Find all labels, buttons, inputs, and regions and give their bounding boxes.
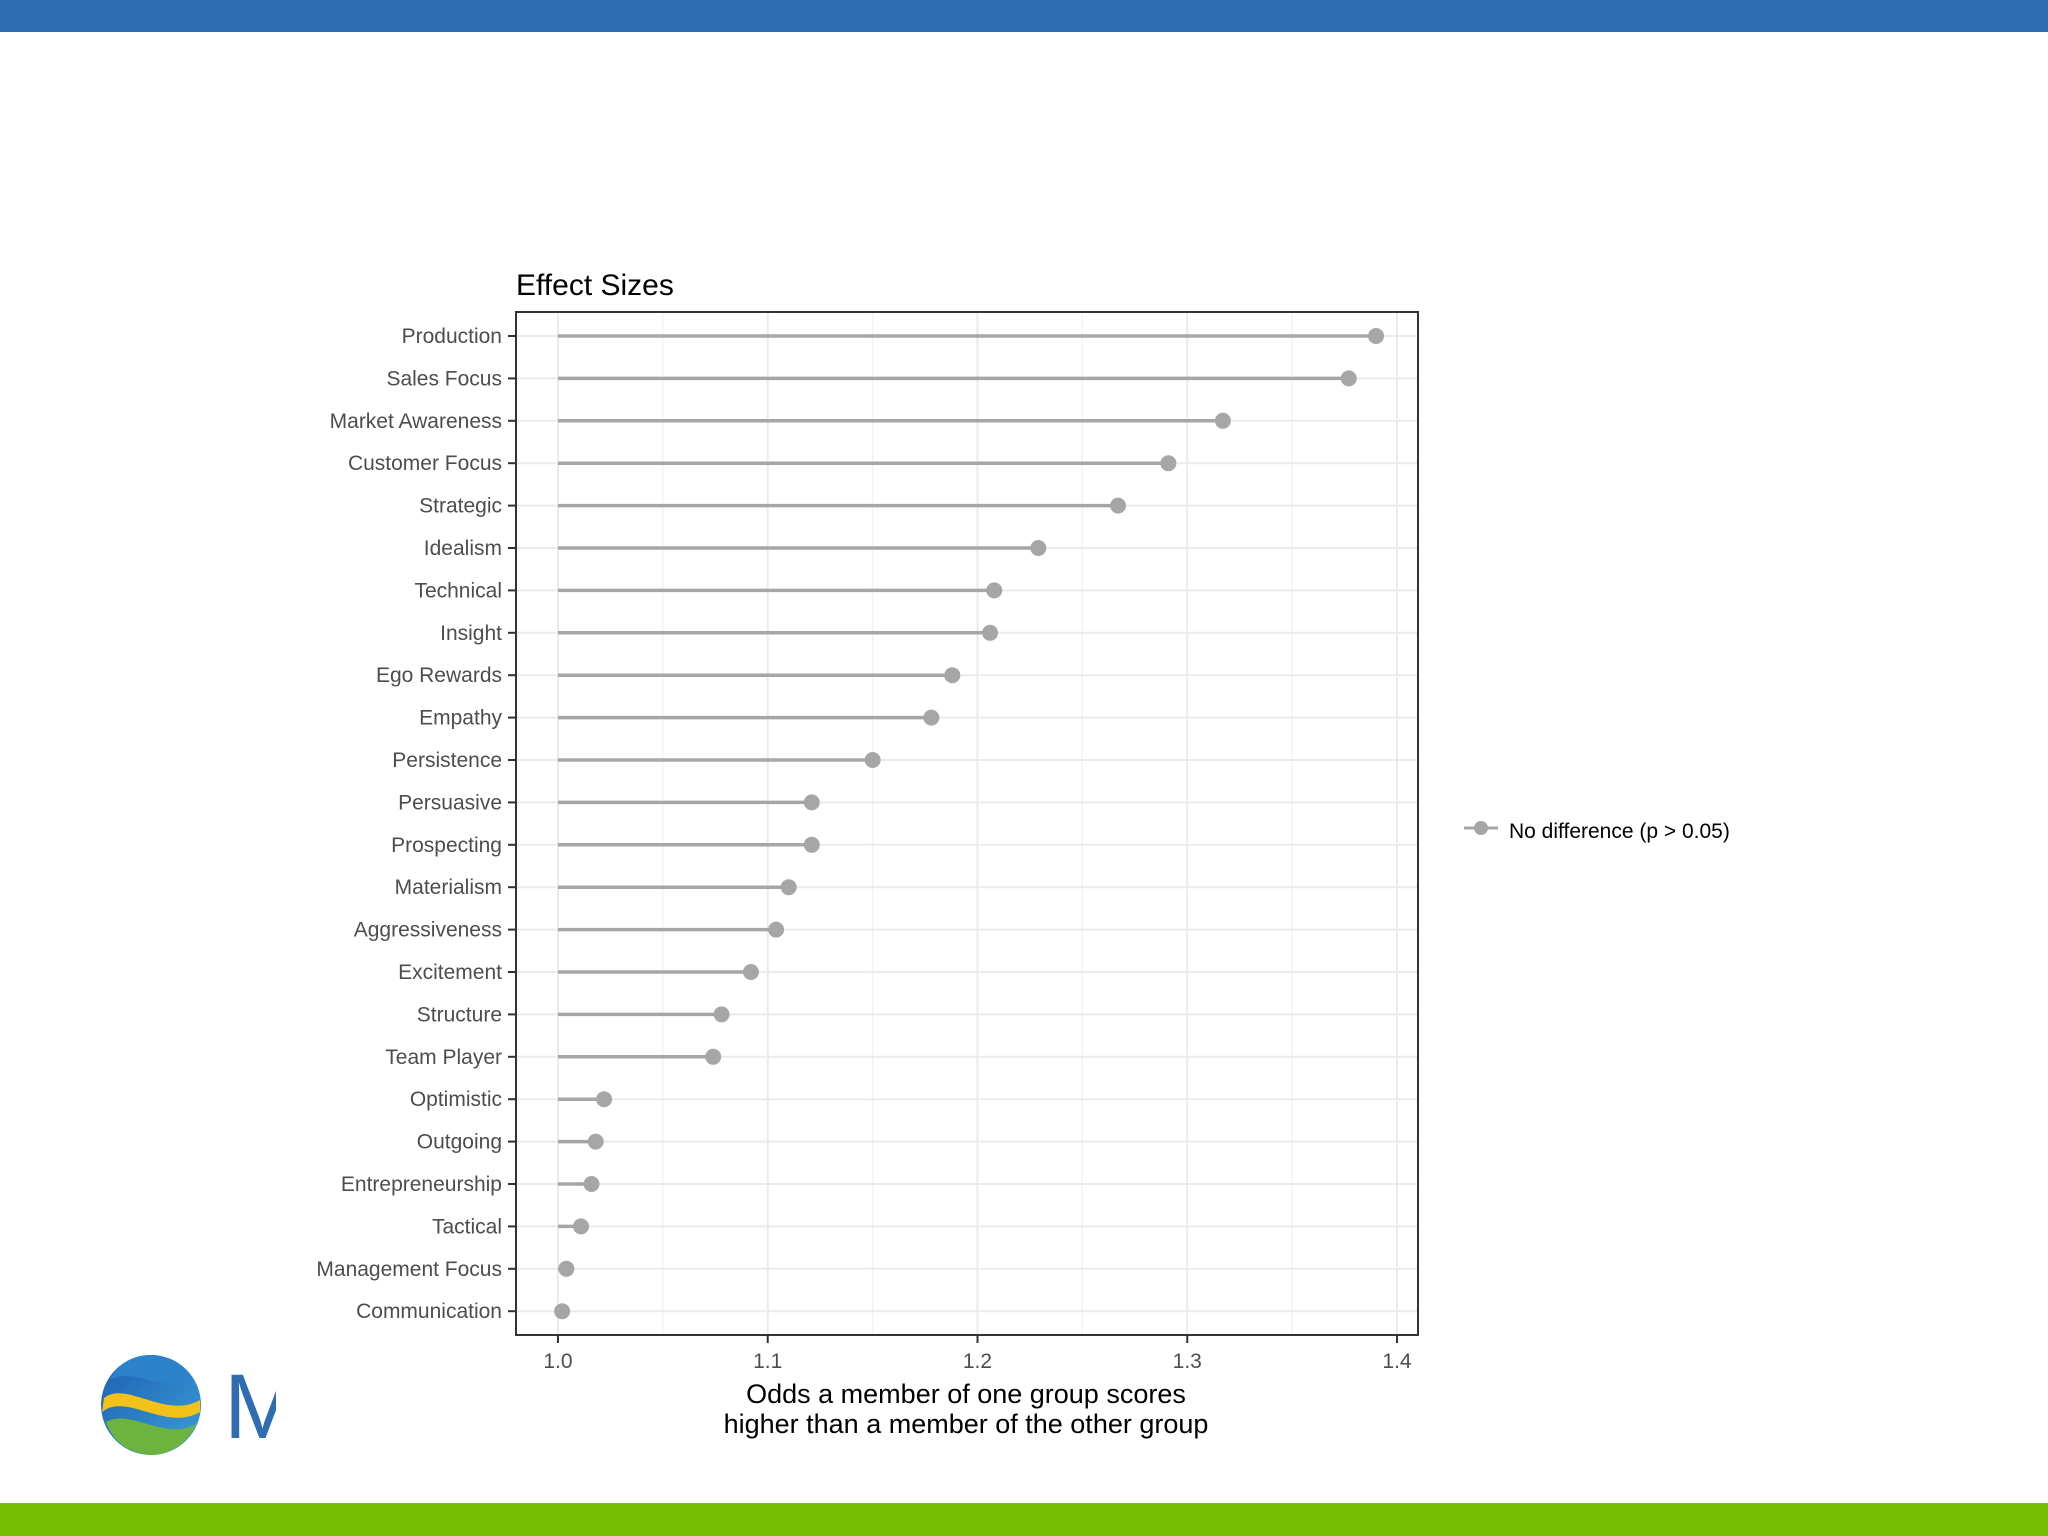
y-tick-label: Outgoing <box>417 1131 502 1154</box>
logo-text: M <box>224 1356 276 1458</box>
point-7 <box>982 624 999 641</box>
y-axis: Production Sales Focus Market Awareness Cus… <box>316 325 516 1323</box>
legend: No difference (p > 0.05) <box>1464 820 1730 843</box>
point-13 <box>780 879 797 896</box>
x-axis: 1.0 1.1 1.2 1.3 1.4 <box>543 1335 1412 1373</box>
x-axis-title: Odds a member of one group scores higher … <box>724 1379 1209 1439</box>
lollipop-points <box>554 328 1385 1320</box>
point-8 <box>944 667 961 684</box>
x-tick-label: 1.3 <box>1173 1350 1202 1373</box>
point-18 <box>596 1091 613 1108</box>
header-bar <box>0 0 2048 32</box>
y-tick-label: Persistence <box>392 749 502 772</box>
point-9 <box>923 709 940 726</box>
chart-title: Effect Sizes <box>516 269 674 302</box>
y-tick-label: Prospecting <box>391 834 502 857</box>
y-tick-label: Customer Focus <box>348 452 502 475</box>
y-tick-label: Sales Focus <box>386 367 502 390</box>
y-tick-label: Entrepreneurship <box>341 1173 502 1196</box>
point-16 <box>713 1006 730 1023</box>
globe-swirl-logo-icon <box>101 1355 201 1456</box>
y-tick-label: Aggressiveness <box>354 919 502 942</box>
point-17 <box>705 1048 722 1065</box>
point-4 <box>1110 497 1127 514</box>
lollipop-stems <box>557 334 1377 1313</box>
point-11 <box>803 794 820 811</box>
point-23 <box>554 1303 571 1320</box>
y-tick-label: Team Player <box>385 1046 502 1069</box>
y-tick-label: Technical <box>414 579 502 602</box>
point-0 <box>1368 328 1385 344</box>
y-tick-label: Excitement <box>398 961 502 984</box>
point-21 <box>573 1218 590 1235</box>
plot-panel <box>516 312 1418 1335</box>
y-tick-label: Communication <box>356 1300 502 1323</box>
point-19 <box>587 1133 604 1150</box>
y-tick-label: Strategic <box>419 495 502 518</box>
point-2 <box>1214 412 1231 429</box>
x-tick-label: 1.2 <box>963 1350 992 1373</box>
y-tick-label: Market Awareness <box>330 410 502 433</box>
y-tick-label: Management Focus <box>316 1258 502 1281</box>
point-6 <box>986 582 1003 599</box>
point-5 <box>1030 540 1047 556</box>
point-14 <box>768 921 785 938</box>
point-12 <box>803 836 820 853</box>
y-tick-label: Structure <box>417 1003 502 1026</box>
legend-point <box>1474 821 1488 835</box>
y-tick-label: Persuasive <box>398 791 502 814</box>
point-20 <box>583 1176 600 1192</box>
y-tick-label: Tactical <box>432 1215 502 1238</box>
y-tick-label: Insight <box>440 622 502 645</box>
legend-label: No difference (p > 0.05) <box>1509 820 1730 843</box>
point-10 <box>864 752 881 768</box>
y-tick-label: Materialism <box>395 876 502 899</box>
plot-border <box>515 311 1419 1336</box>
y-tick-label: Ego Rewards <box>376 664 502 687</box>
footer-bar <box>0 1503 2048 1536</box>
point-22 <box>558 1260 575 1277</box>
y-tick-label: Idealism <box>424 537 502 560</box>
y-tick-label: Optimistic <box>410 1088 502 1111</box>
x-tick-label: 1.1 <box>753 1350 782 1373</box>
y-tick-label: Production <box>402 325 502 348</box>
company-logo: M <box>96 1350 276 1460</box>
point-3 <box>1160 455 1177 472</box>
y-tick-label: Empathy <box>419 707 502 730</box>
point-15 <box>742 964 759 980</box>
x-tick-label: 1.0 <box>543 1350 572 1373</box>
point-1 <box>1340 370 1357 387</box>
x-tick-label: 1.4 <box>1382 1350 1412 1373</box>
